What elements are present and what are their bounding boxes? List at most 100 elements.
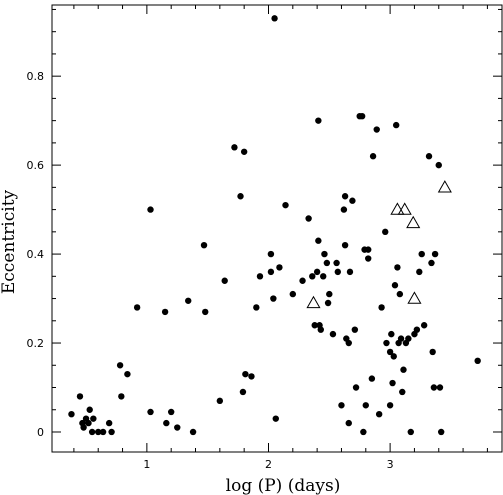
data-point-circle — [248, 373, 255, 380]
data-point-circle — [239, 388, 247, 396]
data-point-circle — [345, 339, 352, 347]
data-point-circle — [352, 384, 360, 391]
data-point-circle — [362, 402, 369, 409]
data-point-triangle — [390, 202, 405, 215]
y-tick-label: 0.8 — [27, 70, 45, 83]
axis-ticks — [52, 5, 502, 452]
data-point-circle — [256, 273, 264, 280]
data-point-circle — [108, 428, 115, 436]
data-point-circle — [436, 384, 444, 391]
data-point-circle — [270, 295, 277, 302]
data-point-circle — [386, 402, 394, 409]
data-point-circle — [437, 428, 445, 436]
data-point-circle — [289, 290, 297, 298]
data-point-circle — [105, 419, 113, 427]
data-point-circle — [305, 215, 312, 222]
y-tick-label: 0.6 — [27, 159, 45, 172]
data-point-circle — [333, 259, 340, 267]
data-point-circle — [430, 384, 438, 391]
data-point-circle — [397, 335, 405, 342]
data-point-circle — [383, 339, 390, 347]
data-point-circle — [428, 259, 435, 267]
data-point-circle — [315, 237, 322, 244]
data-point-circle — [334, 268, 342, 276]
data-point-circle — [147, 408, 154, 416]
data-point-circle — [231, 144, 238, 151]
data-point-circle — [386, 348, 394, 356]
data-point-circle — [321, 250, 328, 258]
data-point-circle — [95, 428, 102, 436]
data-point-circle — [221, 277, 228, 284]
data-point-circle — [474, 357, 481, 365]
data-point-circle — [317, 326, 324, 333]
x-tick-label: 1 — [143, 458, 150, 471]
data-point-circle — [118, 393, 125, 400]
data-point-circle — [388, 330, 395, 338]
data-point-circle — [329, 330, 337, 338]
data-point-circle — [124, 370, 131, 378]
data-point-circle — [147, 206, 154, 213]
data-point-circle — [416, 268, 423, 276]
data-point-triangle — [306, 295, 321, 309]
data-point-circle — [185, 297, 192, 304]
data-point-circle — [392, 121, 400, 129]
data-point-circle — [429, 348, 436, 356]
data-point-circle — [189, 428, 197, 436]
data-point-circle — [378, 304, 385, 311]
x-tick-label: 2 — [265, 458, 272, 471]
data-point-circle — [346, 268, 354, 276]
data-point-circle — [396, 290, 404, 298]
data-point-circle — [389, 379, 396, 387]
data-point-circle — [340, 206, 348, 213]
data-point-circle — [341, 193, 349, 200]
data-point-circle — [202, 308, 209, 316]
data-point-circle — [163, 419, 170, 427]
data-point-circle — [435, 161, 442, 169]
data-point-circle — [90, 415, 97, 422]
data-point-circle — [382, 228, 389, 236]
data-point-circle — [76, 393, 84, 400]
data-point-circle — [267, 268, 275, 276]
data-point-triangle — [397, 202, 412, 215]
data-point-circle — [299, 277, 306, 284]
data-point-circle — [242, 370, 249, 378]
data-point-circle — [282, 201, 289, 209]
data-point-circle — [200, 241, 208, 249]
data-point-circle — [167, 408, 175, 416]
data-point-circle — [360, 428, 367, 436]
data-point-circle — [85, 419, 92, 427]
data-point-circle — [80, 424, 87, 431]
data-point-circle — [365, 255, 372, 262]
data-point-circle — [407, 428, 414, 436]
plot-frame — [51, 4, 503, 453]
data-point-circle — [313, 268, 321, 276]
data-point-circle — [68, 410, 75, 418]
data-markers — [68, 15, 481, 436]
data-point-circle — [116, 362, 124, 369]
data-point-circle — [365, 246, 372, 253]
data-point-circle — [86, 406, 93, 413]
data-point-circle — [338, 402, 345, 409]
data-point-circle — [311, 322, 318, 329]
data-point-circle — [240, 148, 248, 155]
data-point-circle — [324, 299, 332, 307]
x-tick-label: 3 — [387, 458, 394, 471]
data-point-circle — [326, 290, 333, 298]
data-point-circle — [174, 424, 181, 431]
data-point-circle — [341, 241, 349, 249]
data-point-circle — [405, 335, 412, 342]
data-point-circle — [88, 428, 96, 436]
data-point-circle — [276, 264, 283, 271]
data-point-circle — [133, 304, 141, 311]
data-point-circle — [431, 250, 439, 258]
data-point-circle — [161, 308, 169, 316]
data-point-circle — [399, 388, 406, 396]
data-point-circle — [345, 419, 352, 427]
y-axis-title: Eccentricity — [0, 189, 19, 294]
data-point-circle — [425, 153, 433, 160]
data-point-circle — [216, 397, 224, 405]
data-point-circle — [368, 375, 376, 382]
data-point-circle — [373, 126, 380, 133]
data-point-triangle — [406, 215, 421, 229]
